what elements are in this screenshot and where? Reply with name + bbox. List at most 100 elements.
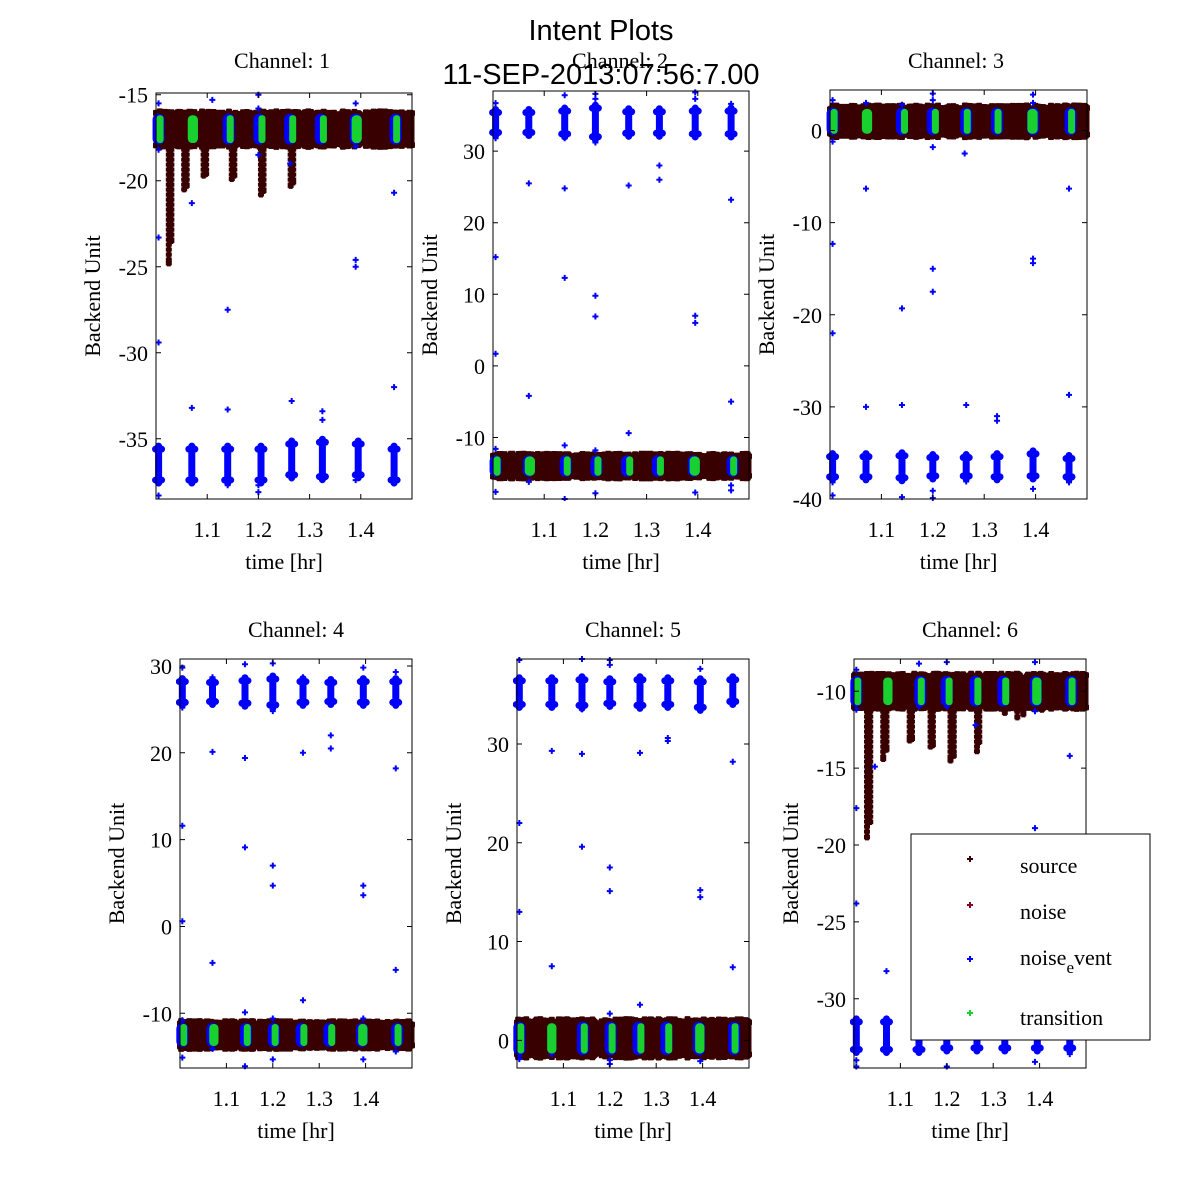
noise-event-point [656,109,663,116]
noise-event-point [592,139,599,146]
y-tick-label: -25 [119,255,148,280]
noise-event-point [352,143,359,150]
noise-event-point [994,417,1001,424]
x-tick-label: 1.2 [582,517,610,542]
noise-event-point [299,702,306,709]
noise-event-point [578,843,585,850]
transition-cluster [319,115,327,144]
source-dip [1014,703,1021,721]
noise-event-point [525,108,532,115]
y-tick-label: -20 [817,833,846,858]
x-tick-label: 1.1 [550,1086,578,1111]
y-axis-label: Backend Unit [754,234,779,356]
noise-event-point [155,480,162,487]
noise-event-cluster [575,673,589,712]
legend-label-transition: transition [1020,1005,1103,1030]
noise-event-point [692,89,699,96]
y-tick-label: -15 [817,756,846,781]
noise-event-cluster [185,442,199,487]
series-transition [156,115,401,144]
noise-event-point [392,1048,399,1055]
transition-cluster [1032,677,1042,706]
x-tick-label: 1.1 [868,517,896,542]
x-tick-label: 1.3 [642,1086,670,1111]
y-tick-label: 20 [463,211,485,236]
noise-event-point [360,892,367,899]
noise-event-point [915,660,922,667]
noise-event-point [592,95,599,102]
y-tick-label: -30 [119,341,148,366]
noise-event-point [871,763,878,770]
y-axis-label: Backend Unit [417,234,442,356]
transition-cluster [594,456,602,476]
noise-event-point [898,402,905,409]
noise-event-point [327,677,334,684]
noise-event-cluster [389,675,403,709]
legend-item-noise-event: noiseevent [967,945,1112,977]
noise-event-point [728,487,735,494]
noise-event-point [319,477,326,484]
plot-area [152,91,415,499]
x-tick-label: 1.1 [530,517,558,542]
y-tick-label: -20 [119,169,148,194]
noise-event-point [241,844,248,851]
noise-event-cluster [285,437,299,482]
legend-item-source: source [967,853,1077,878]
noise-event-point [636,674,643,681]
noise-event-cluster [558,104,572,141]
noise-event-point [656,162,663,169]
transition-cluster [861,108,873,134]
noise-event-point [898,305,905,312]
noise-event-point [391,189,398,196]
series-noise-event [489,89,739,501]
x-tick-label: 1.4 [689,1086,717,1111]
noise-event-cluster [205,675,219,709]
transition-cluster [517,1023,525,1054]
noise-event-point [360,882,367,889]
y-tick-label: 20 [487,831,509,856]
transition-cluster [901,108,909,134]
transition-cluster [665,1023,673,1054]
noise-event-point [269,708,276,715]
transition-cluster [931,108,939,134]
noise-event-point [829,97,836,104]
noise-event-point [692,95,699,102]
legend-item-transition: transition [967,1005,1103,1030]
transition-cluster [830,108,838,134]
transition-cluster [731,1023,739,1054]
noise-event-cluster [850,1015,863,1057]
x-tick-label: 1.3 [296,517,324,542]
noise-event-point [1030,485,1037,492]
source-dip [863,703,870,841]
noise-event-point [319,416,326,423]
noise-event-point [636,1001,643,1008]
noise-event-point [492,135,499,142]
transition-cluster [945,677,953,706]
plot-area [513,656,752,1068]
noise-event-point [492,350,499,357]
noise-event-point [525,180,532,187]
y-tick-label: -30 [817,987,846,1012]
noise-event-cluster [152,442,166,487]
noise-event-point [561,135,568,142]
noise-event-point [392,765,399,772]
y-tick-label: -10 [793,211,822,236]
x-axis-label: time [hr] [245,549,323,574]
noise-event-point [269,676,276,683]
noise-event-point [561,274,568,281]
noise-event-point [829,492,836,499]
legend-label-noise-event-tail: vent [1074,945,1112,970]
noise-event-cluster [254,442,268,487]
x-axis-label: time [hr] [931,1118,1009,1143]
x-tick-label: 1.2 [259,1086,287,1111]
legend-label-noise-event-sub: e [1066,958,1074,977]
noise-event-point [1030,260,1037,267]
noise-event-cluster [895,449,909,485]
noise-event-cluster [724,104,738,141]
y-axis-label: Backend Unit [80,235,105,357]
x-tick-label: 1.2 [596,1086,624,1111]
noise-event-point [578,750,585,757]
noise-event-cluster [1062,451,1076,484]
noise-event-point [929,97,936,104]
y-tick-label: 0 [498,1028,509,1053]
